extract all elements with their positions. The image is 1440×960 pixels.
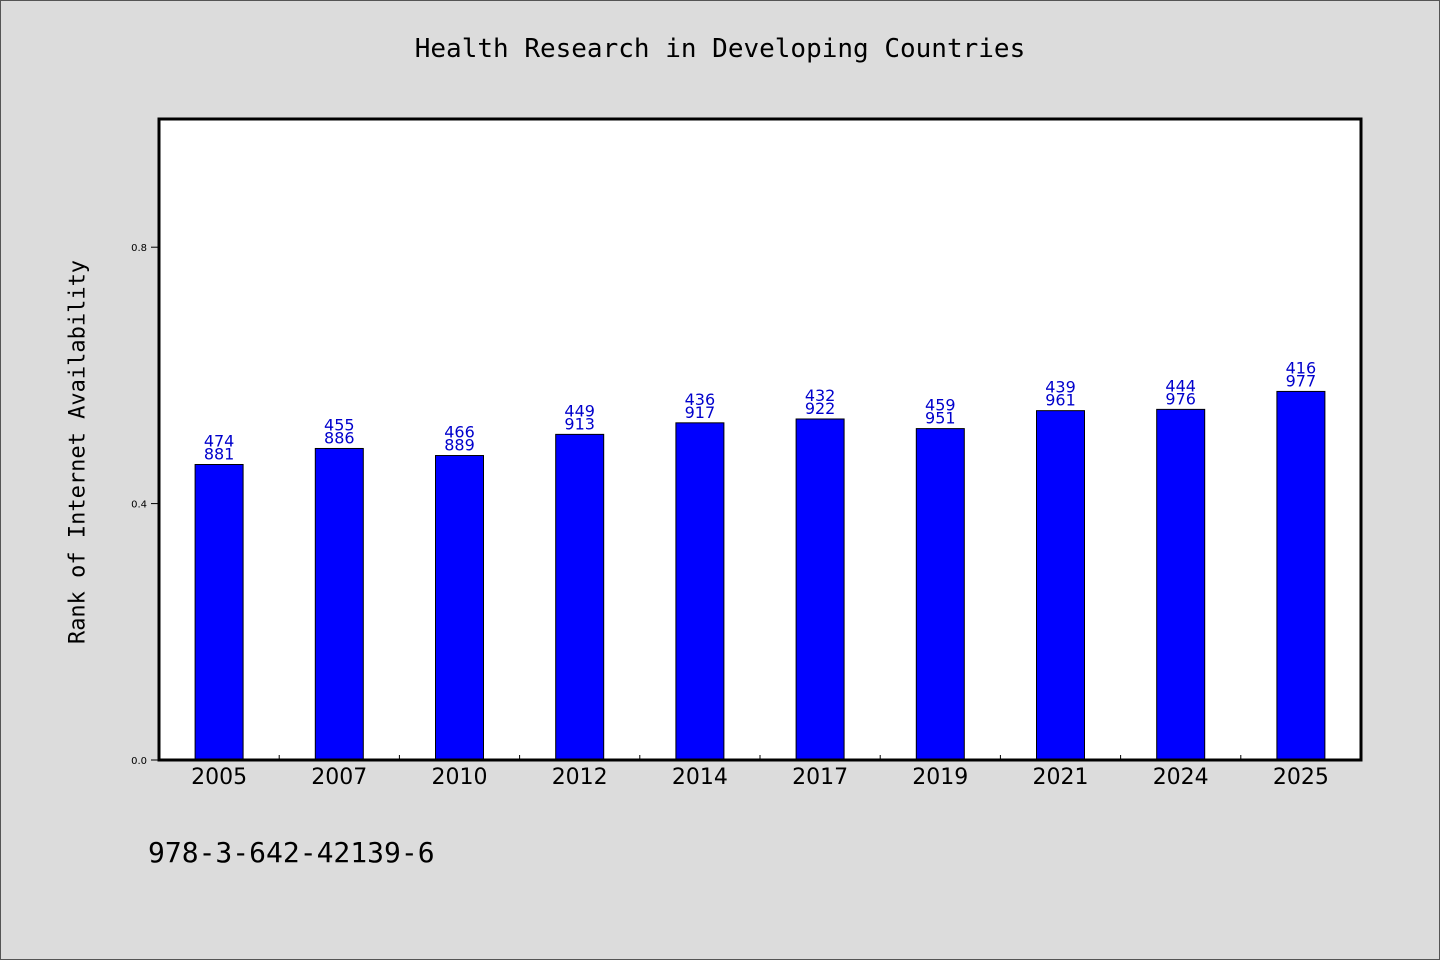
data-label-bottom-2024: 976 bbox=[1165, 389, 1196, 408]
y-tick-label-0: 0.0 bbox=[131, 756, 147, 767]
data-label-bottom-2012: 913 bbox=[564, 414, 595, 433]
bar-2010 bbox=[435, 455, 484, 761]
bar-2014 bbox=[675, 422, 725, 761]
data-label-bottom-2005: 881 bbox=[204, 444, 235, 463]
data-label-top-2025: 416 bbox=[1286, 358, 1317, 377]
data-label-top-2012: 449 bbox=[564, 401, 595, 420]
plot-border bbox=[157, 117, 1363, 762]
data-label-bottom-2019: 951 bbox=[925, 409, 956, 428]
data-label-top-2019: 459 bbox=[925, 396, 956, 415]
data-label-bottom-2014: 917 bbox=[685, 403, 716, 422]
x-tick-label-2014: 2014 bbox=[672, 765, 728, 790]
x-tick-label-2010: 2010 bbox=[432, 765, 488, 790]
x-tick-label-2017: 2017 bbox=[792, 765, 848, 790]
data-label-bottom-2025: 977 bbox=[1286, 371, 1317, 390]
x-tick-label-2019: 2019 bbox=[912, 765, 968, 790]
bar-2024 bbox=[1156, 408, 1206, 761]
bar-2021 bbox=[1036, 410, 1085, 761]
x-tick-label-2007: 2007 bbox=[311, 765, 367, 790]
bar-2012 bbox=[555, 433, 605, 761]
isbn-text: 978-3-642-42139-6 bbox=[148, 836, 435, 869]
bar-2017 bbox=[795, 418, 845, 761]
data-label-bottom-2017: 922 bbox=[805, 399, 836, 418]
data-label-top-2007: 455 bbox=[324, 415, 355, 434]
data-label-top-2017: 432 bbox=[805, 386, 836, 405]
data-label-bottom-2021: 961 bbox=[1045, 391, 1076, 410]
data-label-top-2024: 444 bbox=[1165, 376, 1196, 395]
data-label-bottom-2010: 889 bbox=[444, 436, 475, 455]
x-tick-label-2024: 2024 bbox=[1153, 765, 1209, 790]
data-label-top-2014: 436 bbox=[685, 390, 716, 409]
y-tick-label-2: 0.8 bbox=[131, 243, 147, 254]
data-label-top-2010: 466 bbox=[444, 423, 475, 442]
bar-2025 bbox=[1276, 390, 1326, 761]
x-tick-label-2005: 2005 bbox=[191, 765, 247, 790]
data-label-bottom-2007: 886 bbox=[324, 428, 355, 447]
bars-group bbox=[194, 390, 1326, 761]
data-label-top-2005: 474 bbox=[204, 431, 235, 450]
data-label-top-2021: 439 bbox=[1045, 378, 1076, 397]
y-ticks-group: 0.0 0.4 0.8 bbox=[131, 243, 159, 767]
chart-title: Health Research in Developing Countries bbox=[414, 34, 1026, 64]
bar-2019 bbox=[915, 428, 965, 761]
x-tick-label-2025: 2025 bbox=[1273, 765, 1329, 790]
bar-2007 bbox=[314, 447, 364, 761]
x-tick-label-2012: 2012 bbox=[552, 765, 608, 790]
x-ticks-group: 2005 2007 2010 2012 2014 2017 2019 2021 2024 2025 bbox=[191, 755, 1329, 790]
y-tick-label-1: 0.4 bbox=[131, 500, 147, 511]
x-tick-label-2021: 2021 bbox=[1033, 765, 1089, 790]
bar-2005 bbox=[194, 463, 244, 761]
